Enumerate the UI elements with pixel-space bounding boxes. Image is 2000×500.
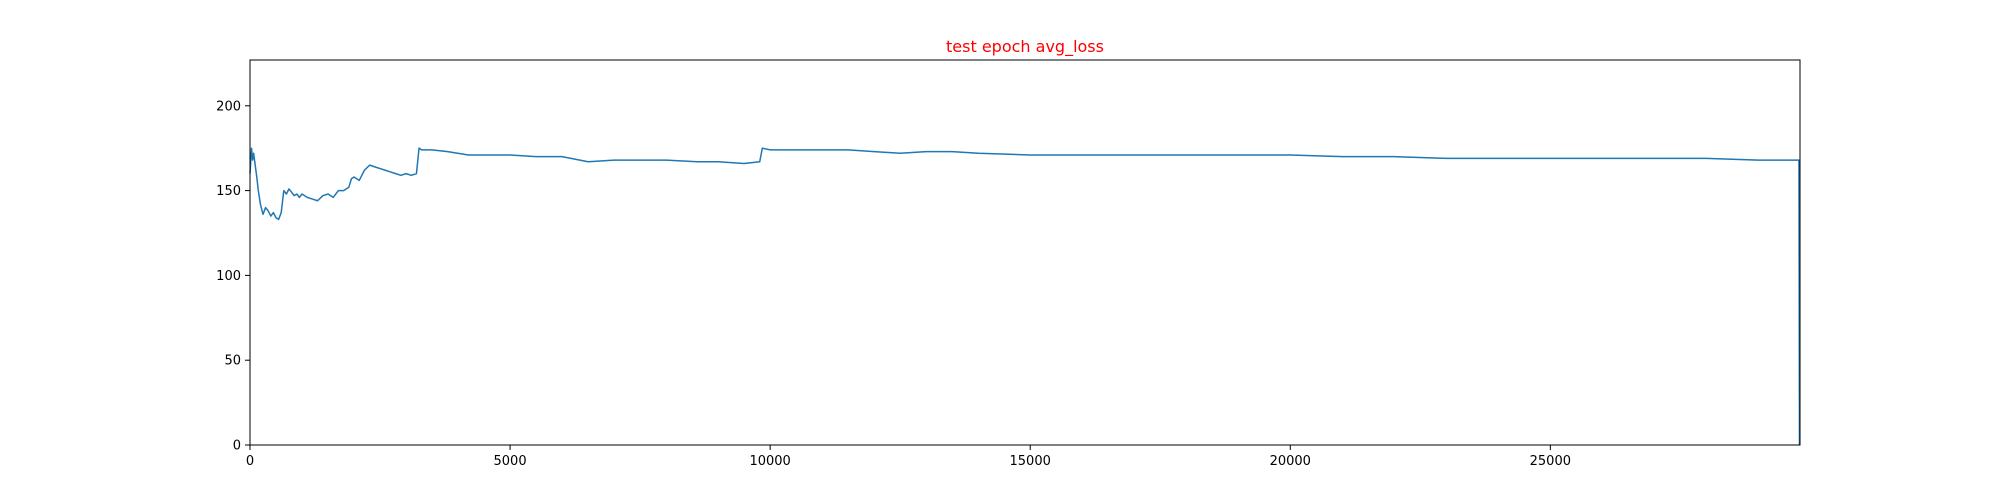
y-tick-label: 0: [233, 439, 241, 454]
y-tick-label: 50: [224, 354, 241, 369]
y-tick-label: 100: [216, 269, 241, 284]
x-tick-label: 5000: [494, 454, 527, 469]
y-tick-label: 150: [216, 184, 241, 199]
chart-title: test epoch avg_loss: [946, 37, 1104, 57]
x-tick-label: 25000: [1530, 454, 1571, 469]
series-line-0: [249, 147, 1801, 446]
x-tick-label: 20000: [1270, 454, 1311, 469]
x-axis-ticks: 0 5000 10000 15000 20000 25000: [246, 445, 1571, 469]
x-tick-label: 15000: [1010, 454, 1051, 469]
x-tick-label: 10000: [749, 454, 790, 469]
y-tick-label: 200: [216, 99, 241, 114]
x-tick-label: 0: [246, 454, 254, 469]
plot-area-frame: [249, 59, 1801, 446]
series-layer: [249, 147, 1801, 446]
y-axis-ticks: 0 50 100 150 200: [216, 99, 250, 454]
